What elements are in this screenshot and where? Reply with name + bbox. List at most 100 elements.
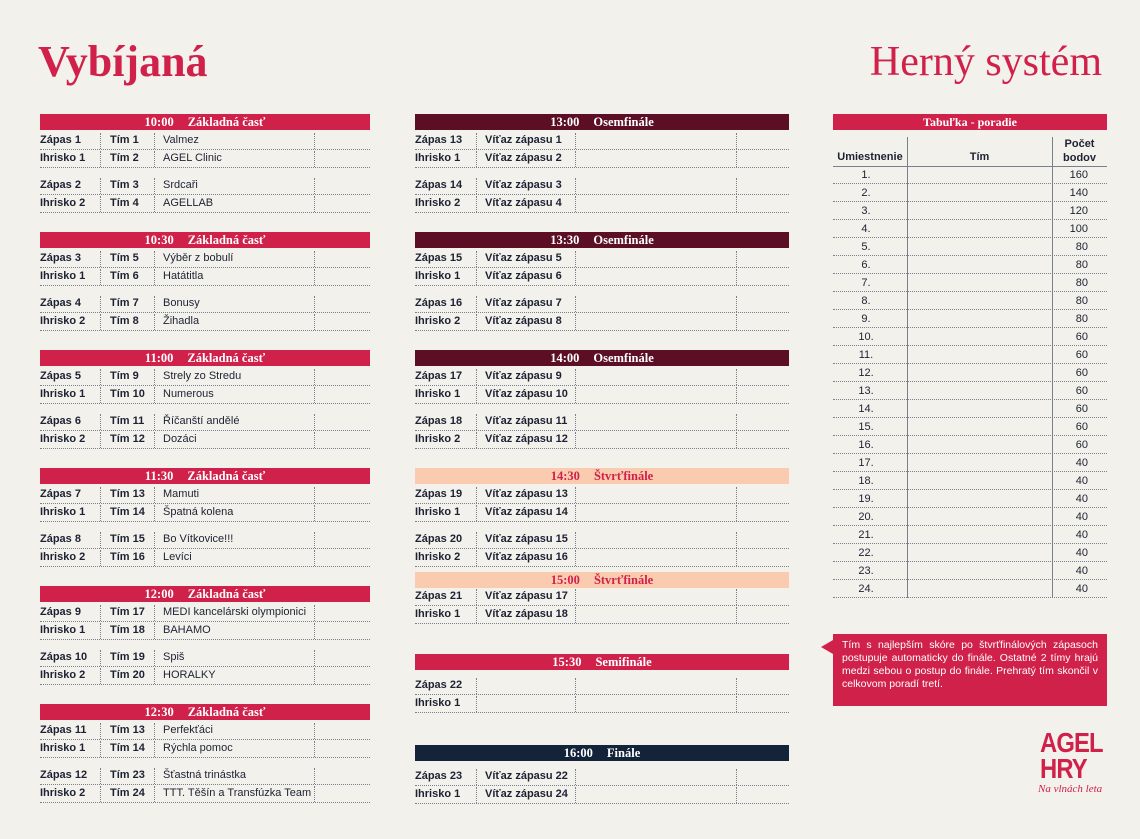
separator bbox=[100, 133, 101, 149]
row-line bbox=[415, 623, 789, 624]
cell: Tím 6 bbox=[110, 270, 139, 282]
time: 14:30 bbox=[550, 469, 580, 483]
separator bbox=[736, 769, 737, 785]
cell: Ihrisko 1 bbox=[415, 506, 461, 518]
cell: Víťaz zápasu 22 bbox=[485, 770, 568, 782]
cell: Levíci bbox=[163, 551, 192, 563]
separator bbox=[154, 786, 155, 802]
separator bbox=[100, 196, 101, 212]
time: 14:00 bbox=[550, 351, 580, 365]
cell: Tím 7 bbox=[110, 297, 139, 309]
separator bbox=[736, 532, 737, 548]
logo-tagline: Na vlnách leta bbox=[1038, 783, 1103, 795]
stage: Základná časť bbox=[187, 705, 266, 719]
separator bbox=[100, 668, 101, 684]
separator bbox=[476, 532, 477, 548]
row-line bbox=[40, 285, 370, 286]
row-line bbox=[833, 237, 1107, 238]
points: 60 bbox=[1075, 331, 1088, 343]
cell: Víťaz zápasu 17 bbox=[485, 590, 568, 602]
separator bbox=[154, 151, 155, 167]
cell: Zápas 3 bbox=[40, 252, 81, 264]
row-line bbox=[40, 639, 370, 640]
cell: Tím 16 bbox=[110, 551, 145, 563]
row-line bbox=[40, 212, 370, 213]
place: 13. bbox=[858, 385, 874, 397]
separator bbox=[314, 151, 315, 167]
separator bbox=[736, 550, 737, 566]
row-line bbox=[415, 694, 789, 695]
separator bbox=[154, 432, 155, 448]
cell: Ihrisko 1 bbox=[415, 152, 461, 164]
row-line bbox=[415, 167, 789, 168]
separator bbox=[575, 589, 576, 605]
time: 12:30 bbox=[144, 705, 174, 719]
time-bar: 15:30 Semifinále bbox=[415, 654, 789, 670]
separator bbox=[314, 505, 315, 521]
separator bbox=[314, 605, 315, 621]
points: 40 bbox=[1075, 583, 1088, 595]
row-line bbox=[415, 712, 789, 713]
row-line bbox=[415, 285, 789, 286]
cell: Víťaz zápasu 7 bbox=[485, 297, 562, 309]
separator bbox=[575, 269, 576, 285]
separator bbox=[575, 607, 576, 623]
separator bbox=[154, 369, 155, 385]
place: 18. bbox=[858, 475, 874, 487]
place: 8. bbox=[861, 295, 871, 307]
separator bbox=[314, 786, 315, 802]
separator bbox=[736, 151, 737, 167]
separator bbox=[314, 133, 315, 149]
separator bbox=[100, 269, 101, 285]
points: 40 bbox=[1075, 457, 1088, 469]
time-bar: 16:00 Finále bbox=[415, 745, 789, 761]
column-header: Tím bbox=[969, 151, 990, 163]
separator bbox=[476, 487, 477, 503]
separator bbox=[154, 550, 155, 566]
separator bbox=[154, 414, 155, 430]
row-line bbox=[40, 385, 370, 386]
stage: Základná časť bbox=[187, 233, 266, 247]
separator bbox=[154, 196, 155, 212]
separator bbox=[575, 387, 576, 403]
separator bbox=[476, 296, 477, 312]
separator bbox=[314, 532, 315, 548]
separator bbox=[476, 432, 477, 448]
points: 80 bbox=[1075, 313, 1088, 325]
cell: Víťaz zápasu 6 bbox=[485, 270, 562, 282]
cell: Víťaz zápasu 5 bbox=[485, 252, 562, 264]
cell: Tím 3 bbox=[110, 179, 139, 191]
cell: Víťaz zápasu 18 bbox=[485, 608, 568, 620]
cell: Numerous bbox=[163, 388, 214, 400]
separator bbox=[575, 550, 576, 566]
row-line bbox=[833, 489, 1107, 490]
row-line bbox=[40, 448, 370, 449]
row-line bbox=[40, 521, 370, 522]
row-line bbox=[833, 453, 1107, 454]
cell: Zápas 7 bbox=[40, 488, 81, 500]
time: 13:30 bbox=[550, 233, 580, 247]
separator bbox=[100, 414, 101, 430]
row-line bbox=[40, 167, 370, 168]
cell: Tím 17 bbox=[110, 606, 145, 618]
separator bbox=[575, 787, 576, 803]
row-line bbox=[833, 399, 1107, 400]
separator bbox=[736, 314, 737, 330]
row-line bbox=[833, 381, 1107, 382]
cell: AGELLAB bbox=[163, 197, 214, 209]
cell: Zápas 20 bbox=[415, 533, 463, 545]
cell: Ihrisko 1 bbox=[40, 270, 86, 282]
separator bbox=[736, 787, 737, 803]
points: 60 bbox=[1075, 439, 1088, 451]
separator bbox=[476, 369, 477, 385]
row-line bbox=[415, 267, 789, 268]
separator bbox=[736, 369, 737, 385]
separator bbox=[575, 178, 576, 194]
cell: Hatátitla bbox=[163, 270, 204, 282]
stage: Základná časť bbox=[187, 469, 266, 483]
cell: Výběr z bobulí bbox=[163, 252, 234, 264]
column-header: Umiestnenie bbox=[837, 151, 903, 163]
row-line bbox=[415, 605, 789, 606]
row-line bbox=[833, 579, 1107, 580]
